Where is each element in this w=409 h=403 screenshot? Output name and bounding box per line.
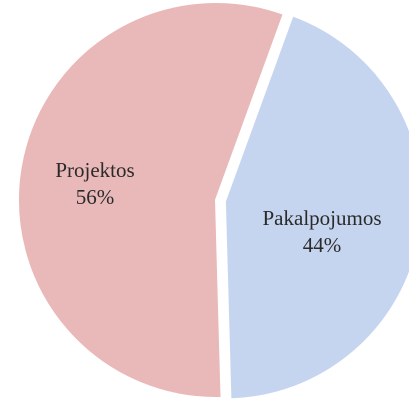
slice-value-pakalpojumos: 44%	[303, 233, 342, 257]
slice-value-projektos: 56%	[76, 185, 115, 209]
pie-slices	[17, 1, 409, 401]
slice-label-pakalpojumos: Pakalpojumos	[263, 206, 382, 230]
pie-labels: Pakalpojumos 44% Projektos 56%	[55, 158, 381, 257]
pie-slice-pakalpojumos	[223, 14, 409, 401]
pie-slice-projektos	[17, 1, 286, 399]
slice-label-projektos: Projektos	[55, 158, 134, 182]
